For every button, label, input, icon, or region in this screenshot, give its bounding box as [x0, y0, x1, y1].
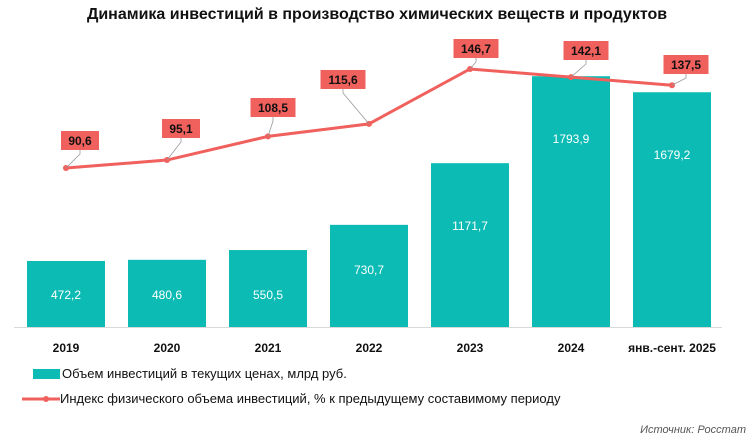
bar [633, 92, 711, 328]
bar [27, 260, 105, 327]
bar-value-label: 730,7 [354, 263, 384, 277]
bar-value-label: 472,2 [51, 288, 81, 302]
bar-value-label: 480,6 [152, 288, 182, 302]
data-label-leader [570, 59, 587, 78]
legend-label-line: Индекс физического объема инвестиций, % … [60, 391, 561, 406]
legend-item-line: Индекс физического объема инвестиций, % … [22, 391, 560, 406]
line-value-label: 108,5 [258, 101, 288, 115]
legend-item-bars: Объем инвестиций в текущих ценах, млрд р… [33, 366, 347, 381]
line-label-box [61, 131, 99, 150]
line-value-label: 137,5 [671, 58, 701, 72]
x-tick-label: 2022 [356, 341, 383, 355]
bar [128, 259, 206, 327]
data-label-leader [469, 57, 477, 70]
line-value-label: 146,7 [461, 42, 491, 56]
line-label-box [320, 70, 366, 89]
legend-swatch-line [22, 395, 60, 402]
x-tick-label: янв.-сент. 2025 [628, 341, 716, 355]
line-value-label: 95,1 [169, 122, 193, 136]
line-label-box [453, 39, 499, 58]
chart-title: Динамика инвестиций в производство химич… [86, 6, 668, 23]
line-label-box [563, 41, 609, 60]
bar [229, 250, 307, 327]
legend-swatch-bar [33, 368, 60, 379]
legend-label-bars: Объем инвестиций в текущих ценах, млрд р… [62, 366, 347, 381]
line-label-box [663, 55, 709, 74]
data-label-leader [65, 149, 81, 169]
x-tick-label: 2023 [457, 341, 484, 355]
bar [330, 224, 408, 327]
x-tick-label: 2019 [53, 341, 80, 355]
data-label-leader [166, 137, 182, 161]
bar [431, 163, 509, 327]
line-label-box [250, 98, 296, 117]
bar-value-label: 1793,9 [553, 132, 590, 146]
x-tick-label: 2024 [558, 341, 585, 355]
bar-value-label: 1679,2 [654, 148, 691, 162]
line-value-label: 142,1 [571, 44, 601, 58]
data-label-leader [342, 88, 370, 125]
x-tick-label: 2020 [154, 341, 181, 355]
source-note: Источник: Росстат [640, 424, 746, 436]
data-label-leader [671, 73, 687, 86]
x-tick-label: 2021 [255, 341, 282, 355]
line-value-label: 115,6 [328, 73, 358, 87]
bar-value-label: 1171,7 [452, 219, 488, 233]
bar-value-label: 550,5 [253, 288, 283, 302]
bar [532, 76, 610, 328]
line-value-label: 90,6 [68, 134, 92, 148]
data-label-leader [267, 116, 274, 137]
line-label-box [162, 119, 200, 138]
